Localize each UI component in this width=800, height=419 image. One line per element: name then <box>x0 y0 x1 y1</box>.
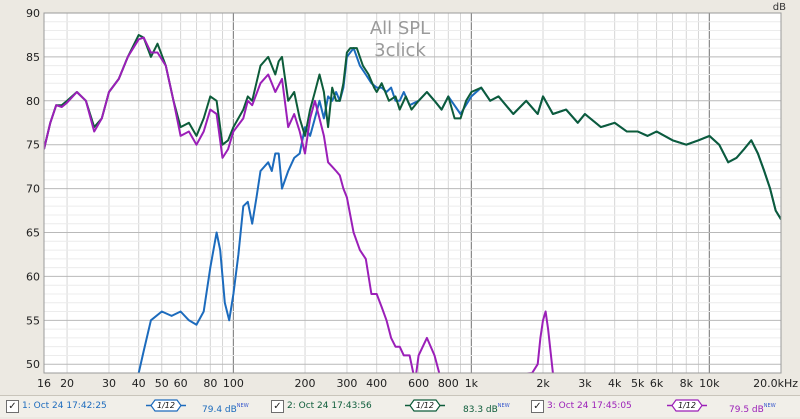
smoothing-icon-2[interactable]: 1/12 <box>405 399 445 412</box>
checkbox-2[interactable]: ✓ <box>271 400 284 413</box>
y-tick-labels: 50 55 60 65 70 75 80 85 90 <box>26 7 40 371</box>
x-tick-label: 1k <box>465 377 479 390</box>
x-tick-label: 10k <box>699 377 720 390</box>
x-tick-label: 600 <box>408 377 429 390</box>
level-value-1: 79.4 dB <box>202 405 237 415</box>
new-badge-2: NEW <box>497 403 510 409</box>
series-layer <box>44 34 781 373</box>
x-tick-labels: 16 20 30 40 50 60 80 100 200 300 400 600 800 1k 2k 3k 4k… <box>37 377 798 390</box>
chart-title: All SPL <box>370 18 430 39</box>
x-tick-label: 4k <box>608 377 622 390</box>
x-tick-label: 6k <box>650 377 664 390</box>
smoothing-label-2: 1/12 <box>416 401 434 410</box>
legend-label-3: 3: Oct 24 17:45:05 <box>547 401 632 411</box>
x-tick-label: 40 <box>132 377 146 390</box>
level-value-3: 79.5 dB <box>729 405 764 415</box>
legend-item-1[interactable]: ✓ 1: Oct 24 17:42:25 1/12 79.4 dBNEW <box>6 398 266 415</box>
smoothing-label-1: 1/12 <box>157 401 175 410</box>
y-axis-label: dB <box>773 2 786 13</box>
x-tick-label: 16 <box>37 377 51 390</box>
x-tick-label: 50 <box>155 377 169 390</box>
y-tick-label: 60 <box>26 270 40 283</box>
grid <box>44 12 782 373</box>
level-readout-3: 79.5 dBNEW <box>729 398 776 419</box>
legend-label-2: 2: Oct 24 17:43:56 <box>287 401 372 411</box>
x-tick-label: 3k <box>578 377 592 390</box>
level-readout-2: 83.3 dBNEW <box>463 398 510 419</box>
y-tick-label: 55 <box>26 314 40 327</box>
y-tick-label: 90 <box>26 7 40 20</box>
legend-item-2[interactable]: ✓ 2: Oct 24 17:43:56 1/12 83.3 dBNEW <box>271 398 533 415</box>
smoothing-icon-1[interactable]: 1/12 <box>146 399 186 412</box>
checkbox-3[interactable]: ✓ <box>531 400 544 413</box>
smoothing-icon-3[interactable]: 1/12 <box>667 399 707 412</box>
new-badge-1: NEW <box>236 403 249 409</box>
y-tick-label: 75 <box>26 139 40 152</box>
level-readout-1: 79.4 dBNEW <box>202 398 249 419</box>
checkbox-1[interactable]: ✓ <box>6 400 19 413</box>
legend-label-1: 1: Oct 24 17:42:25 <box>22 401 107 411</box>
x-tick-label: 2k <box>536 377 550 390</box>
plot-border <box>43 12 782 374</box>
series-line-3 <box>44 36 554 373</box>
x-tick-label: 300 <box>336 377 357 390</box>
chart-area: 50 55 60 65 70 75 80 85 90 16 20 30 40 50 60 80 100 200 3… <box>0 0 800 395</box>
spl-chart[interactable]: 50 55 60 65 70 75 80 85 90 16 20 30 40 50 60 80 100 200 3… <box>0 0 800 395</box>
plot-background <box>44 13 781 373</box>
x-tick-label: 20.0kHz <box>753 377 798 390</box>
x-tick-label: 400 <box>366 377 387 390</box>
chart-subtitle: 3click <box>374 40 426 61</box>
x-tick-label: 200 <box>295 377 316 390</box>
y-tick-label: 50 <box>26 358 40 371</box>
x-tick-label: 5k <box>631 377 645 390</box>
x-tick-label: 8k <box>680 377 694 390</box>
y-tick-label: 80 <box>26 95 40 108</box>
x-tick-label: 100 <box>223 377 244 390</box>
x-tick-label: 800 <box>438 377 459 390</box>
x-tick-label: 20 <box>60 377 74 390</box>
y-tick-label: 65 <box>26 227 40 240</box>
x-tick-label: 60 <box>174 377 188 390</box>
smoothing-label-3: 1/12 <box>678 401 696 410</box>
y-tick-label: 70 <box>26 183 40 196</box>
level-value-2: 83.3 dB <box>463 405 498 415</box>
y-tick-label: 85 <box>26 51 40 64</box>
new-badge-3: NEW <box>763 403 776 409</box>
legend-bar: ✓ 1: Oct 24 17:42:25 1/12 79.4 dBNEW ✓ 2… <box>0 395 800 417</box>
x-tick-label: 30 <box>102 377 116 390</box>
legend-item-3[interactable]: ✓ 3: Oct 24 17:45:05 1/12 79.5 dBNEW <box>531 398 797 415</box>
x-tick-label: 80 <box>203 377 217 390</box>
